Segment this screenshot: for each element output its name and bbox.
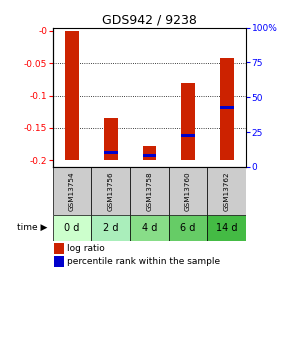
Text: log ratio: log ratio	[67, 244, 104, 253]
Bar	[207, 167, 246, 215]
Bar	[65, 31, 79, 160]
Text: time ▶: time ▶	[16, 223, 47, 232]
Text: GSM13754: GSM13754	[69, 171, 75, 210]
Bar	[181, 134, 195, 137]
Text: 0 d: 0 d	[64, 223, 80, 233]
Text: GSM13758: GSM13758	[146, 171, 152, 210]
Bar	[130, 167, 169, 215]
Bar	[143, 154, 156, 157]
Text: 2 d: 2 d	[103, 223, 118, 233]
Bar	[143, 146, 156, 160]
Bar	[53, 167, 91, 215]
Bar	[130, 215, 169, 241]
Bar	[169, 215, 207, 241]
Bar	[220, 106, 234, 109]
Bar	[54, 256, 64, 267]
Text: percentile rank within the sample: percentile rank within the sample	[67, 257, 220, 266]
Text: 4 d: 4 d	[142, 223, 157, 233]
Text: 14 d: 14 d	[216, 223, 238, 233]
Text: GSM13760: GSM13760	[185, 171, 191, 210]
Bar	[91, 215, 130, 241]
Title: GDS942 / 9238: GDS942 / 9238	[102, 13, 197, 27]
Bar	[53, 215, 91, 241]
Text: GSM13762: GSM13762	[224, 171, 230, 210]
Bar	[104, 151, 117, 154]
Bar	[104, 118, 117, 160]
Bar	[169, 167, 207, 215]
Bar	[207, 215, 246, 241]
Text: 6 d: 6 d	[180, 223, 196, 233]
Bar	[220, 58, 234, 160]
Bar	[91, 167, 130, 215]
Bar	[54, 243, 64, 254]
Bar	[181, 83, 195, 160]
Text: GSM13756: GSM13756	[108, 171, 114, 210]
